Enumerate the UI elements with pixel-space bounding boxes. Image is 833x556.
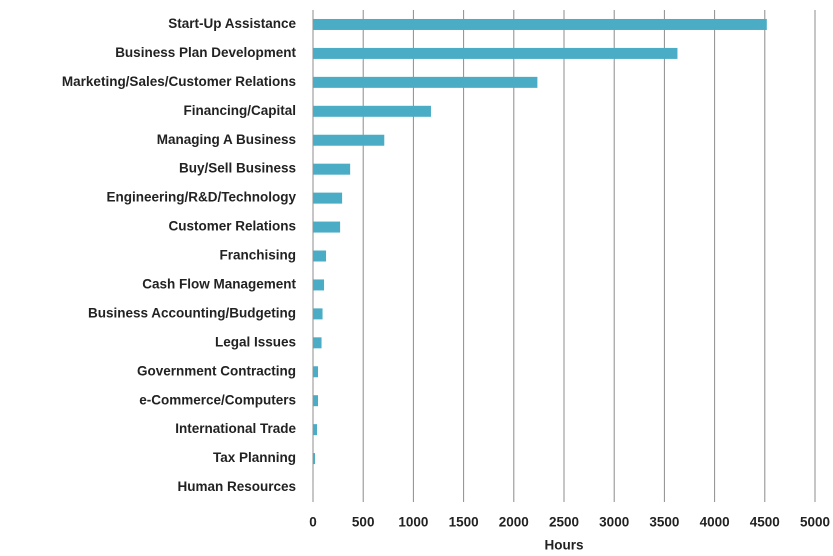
y-tick-label: Marketing/Sales/Customer Relations [62, 74, 296, 89]
x-tick-label: 0 [309, 515, 317, 530]
y-tick-label: Government Contracting [137, 363, 296, 378]
bar [313, 192, 343, 204]
y-tick-label: Start-Up Assistance [168, 16, 296, 31]
x-axis-label: Hours [544, 538, 583, 553]
x-tick-label: 500 [352, 515, 375, 530]
y-tick-label: Business Plan Development [115, 45, 296, 60]
y-tick-label: Legal Issues [215, 334, 296, 349]
bar [313, 105, 431, 117]
x-tick-label: 2500 [549, 515, 579, 530]
x-tick-label: 1000 [398, 515, 428, 530]
x-tick-label: 4500 [750, 515, 780, 530]
y-tick-label: Cash Flow Management [142, 277, 296, 292]
bar [313, 250, 327, 262]
bar [313, 424, 318, 436]
bar [313, 47, 678, 59]
y-tick-label: Managing A Business [157, 132, 296, 147]
bar [313, 453, 316, 465]
bar [313, 163, 351, 175]
y-tick-label: Human Resources [177, 479, 296, 494]
x-tick-label: 5000 [800, 515, 830, 530]
bar [313, 221, 341, 233]
x-tick-label: 3500 [649, 515, 679, 530]
y-tick-label: International Trade [175, 421, 296, 436]
bar [313, 134, 385, 146]
bar [313, 279, 325, 291]
x-tick-label: 3000 [599, 515, 629, 530]
bar [313, 337, 322, 349]
bar [313, 18, 767, 30]
bar [313, 76, 538, 88]
y-tick-label: e-Commerce/Computers [139, 392, 296, 407]
bar [313, 395, 319, 407]
y-tick-label: Franchising [219, 248, 296, 263]
y-tick-label: Customer Relations [168, 219, 296, 234]
y-tick-label: Tax Planning [213, 450, 296, 465]
y-tick-label: Engineering/R&D/Technology [106, 190, 296, 205]
y-tick-label: Financing/Capital [183, 103, 296, 118]
bar [313, 482, 314, 494]
y-tick-label: Business Accounting/Budgeting [88, 305, 296, 320]
bar [313, 308, 323, 320]
x-tick-label: 1500 [449, 515, 479, 530]
y-tick-label: Buy/Sell Business [179, 161, 296, 176]
x-tick-label: 2000 [499, 515, 529, 530]
x-tick-label: 4000 [700, 515, 730, 530]
bar [313, 366, 319, 378]
